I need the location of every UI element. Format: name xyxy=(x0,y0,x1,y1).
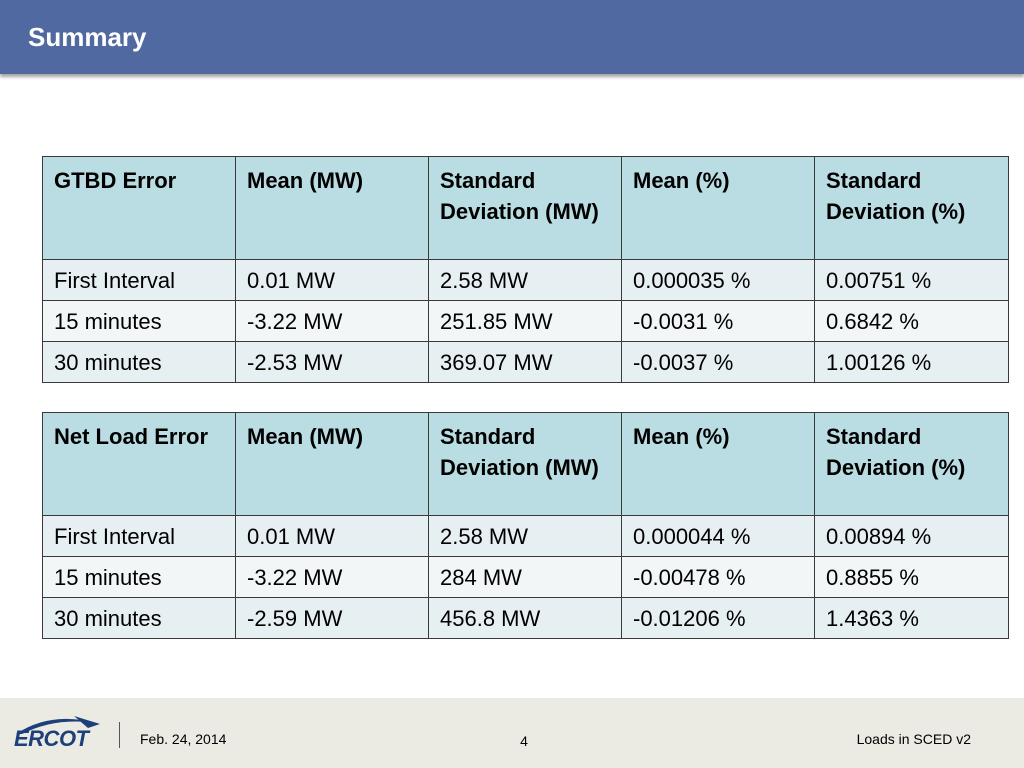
logo-swoosh-icon xyxy=(16,716,100,734)
header-cell: Standard Deviation (%) xyxy=(814,156,1009,260)
ercot-logo: ERCOT xyxy=(12,708,104,752)
table-cell: 2.58 MW xyxy=(428,259,622,301)
header-cell: Standard Deviation (MW) xyxy=(428,156,622,260)
header-bar: Summary xyxy=(0,0,1024,74)
header-cell: Mean (%) xyxy=(621,412,815,516)
table-cell: 456.8 MW xyxy=(428,597,622,639)
table-cell: 1.4363 % xyxy=(814,597,1009,639)
header-cell: Standard Deviation (%) xyxy=(814,412,1009,516)
table-cell: 1.00126 % xyxy=(814,341,1009,383)
table-row: 30 minutes -2.59 MW 456.8 MW -0.01206 % … xyxy=(42,597,1009,639)
net-load-error-table: Net Load Error Mean (MW) Standard Deviat… xyxy=(42,412,1009,639)
table-cell: First Interval xyxy=(42,515,236,557)
page-title: Summary xyxy=(28,22,147,52)
page-number: 4 xyxy=(520,733,528,749)
table-header-row: Net Load Error Mean (MW) Standard Deviat… xyxy=(42,412,1009,516)
table-cell: -3.22 MW xyxy=(235,556,429,598)
table-cell: -0.0037 % xyxy=(621,341,815,383)
table-cell: 0.000044 % xyxy=(621,515,815,557)
table-cell: 284 MW xyxy=(428,556,622,598)
table-cell: 15 minutes xyxy=(42,556,236,598)
header-cell: GTBD Error xyxy=(42,156,236,260)
table-cell: 0.00894 % xyxy=(814,515,1009,557)
table-cell: First Interval xyxy=(42,259,236,301)
table-cell: -3.22 MW xyxy=(235,300,429,342)
header-cell: Net Load Error xyxy=(42,412,236,516)
logo-text: ERCOT xyxy=(14,726,89,751)
table-cell: 369.07 MW xyxy=(428,341,622,383)
table-row: 15 minutes -3.22 MW 251.85 MW -0.0031 % … xyxy=(42,300,1009,342)
header-cell: Standard Deviation (MW) xyxy=(428,412,622,516)
footer-divider xyxy=(119,722,120,748)
table-cell: 251.85 MW xyxy=(428,300,622,342)
header-cell: Mean (%) xyxy=(621,156,815,260)
gtbd-error-table: GTBD Error Mean (MW) Standard Deviation … xyxy=(42,156,1009,383)
document-title: Loads in SCED v2 xyxy=(856,731,971,747)
table-header-row: GTBD Error Mean (MW) Standard Deviation … xyxy=(42,156,1009,260)
header-cell: Mean (MW) xyxy=(235,156,429,260)
table-cell: 0.00751 % xyxy=(814,259,1009,301)
footer-bar: ERCOT Feb. 24, 2014 4 Loads in SCED v2 xyxy=(0,698,1024,768)
table-cell: 0.8855 % xyxy=(814,556,1009,598)
table-cell: 15 minutes xyxy=(42,300,236,342)
table-row: First Interval 0.01 MW 2.58 MW 0.000044 … xyxy=(42,515,1009,557)
table-cell: -2.59 MW xyxy=(235,597,429,639)
table-row: First Interval 0.01 MW 2.58 MW 0.000035 … xyxy=(42,259,1009,301)
table-cell: 30 minutes xyxy=(42,341,236,383)
table-cell: -0.0031 % xyxy=(621,300,815,342)
header-cell: Mean (MW) xyxy=(235,412,429,516)
table-cell: 0.01 MW xyxy=(235,515,429,557)
table-cell: 0.01 MW xyxy=(235,259,429,301)
table-row: 30 minutes -2.53 MW 369.07 MW -0.0037 % … xyxy=(42,341,1009,383)
table-cell: -0.00478 % xyxy=(621,556,815,598)
table-row: 15 minutes -3.22 MW 284 MW -0.00478 % 0.… xyxy=(42,556,1009,598)
table-cell: -2.53 MW xyxy=(235,341,429,383)
table-cell: 30 minutes xyxy=(42,597,236,639)
table-cell: 0.000035 % xyxy=(621,259,815,301)
table-cell: 2.58 MW xyxy=(428,515,622,557)
footer-date: Feb. 24, 2014 xyxy=(140,731,227,747)
table-cell: -0.01206 % xyxy=(621,597,815,639)
table-cell: 0.6842 % xyxy=(814,300,1009,342)
